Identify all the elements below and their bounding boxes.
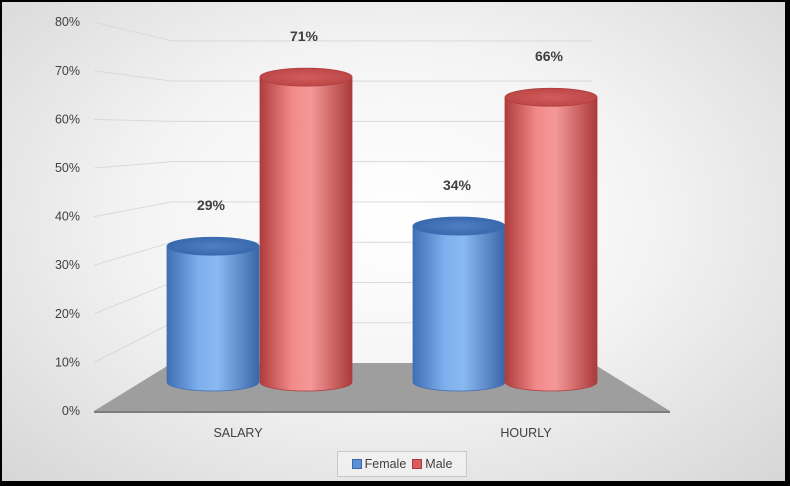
gridline-diagonal [93, 281, 173, 315]
legend-label-male: Male [425, 457, 453, 471]
x-category-label: HOURLY [500, 426, 552, 440]
bar-top [412, 216, 506, 236]
y-tick-label: 20% [55, 307, 80, 321]
y-tick-label: 40% [55, 210, 80, 224]
bar-body [412, 225, 506, 392]
gridline-diagonal [93, 70, 173, 82]
bar-male-salary [259, 67, 353, 392]
legend-item-female: Female [351, 457, 407, 471]
data-label: 29% [197, 197, 226, 213]
bar-female-hourly [412, 216, 506, 392]
bar-top [504, 87, 598, 107]
legend-swatch-male [412, 459, 423, 469]
legend-swatch-female [351, 459, 362, 469]
data-label: 66% [535, 48, 564, 64]
data-label: 71% [290, 28, 319, 44]
y-tick-label: 0% [62, 404, 80, 418]
gridline-diagonal [93, 322, 173, 363]
legend-item-male: Male [412, 457, 452, 471]
data-label: 34% [443, 177, 472, 193]
y-tick-label: 60% [55, 112, 80, 126]
bar-body [504, 96, 598, 392]
bar-female-salary [166, 236, 260, 392]
gridline-diagonal [93, 161, 173, 169]
gridline-diagonal [93, 201, 173, 218]
y-tick-label: 70% [55, 64, 80, 78]
bar-body [259, 76, 353, 392]
gridline-diagonal [93, 21, 173, 42]
legend-label-female: Female [364, 457, 407, 471]
gridline-diagonal [93, 118, 173, 122]
bar-male-hourly [504, 87, 598, 392]
bar-top [259, 67, 353, 87]
x-category-label: SALARY [213, 426, 263, 440]
gridline-diagonal [93, 241, 173, 266]
y-tick-label: 50% [55, 161, 80, 175]
y-tick-label: 80% [55, 15, 80, 29]
y-tick-label: 10% [55, 355, 80, 369]
legend: Female Male [337, 451, 467, 477]
bar-top [166, 236, 260, 256]
y-tick-label: 30% [55, 258, 80, 272]
bar-body [166, 245, 260, 392]
